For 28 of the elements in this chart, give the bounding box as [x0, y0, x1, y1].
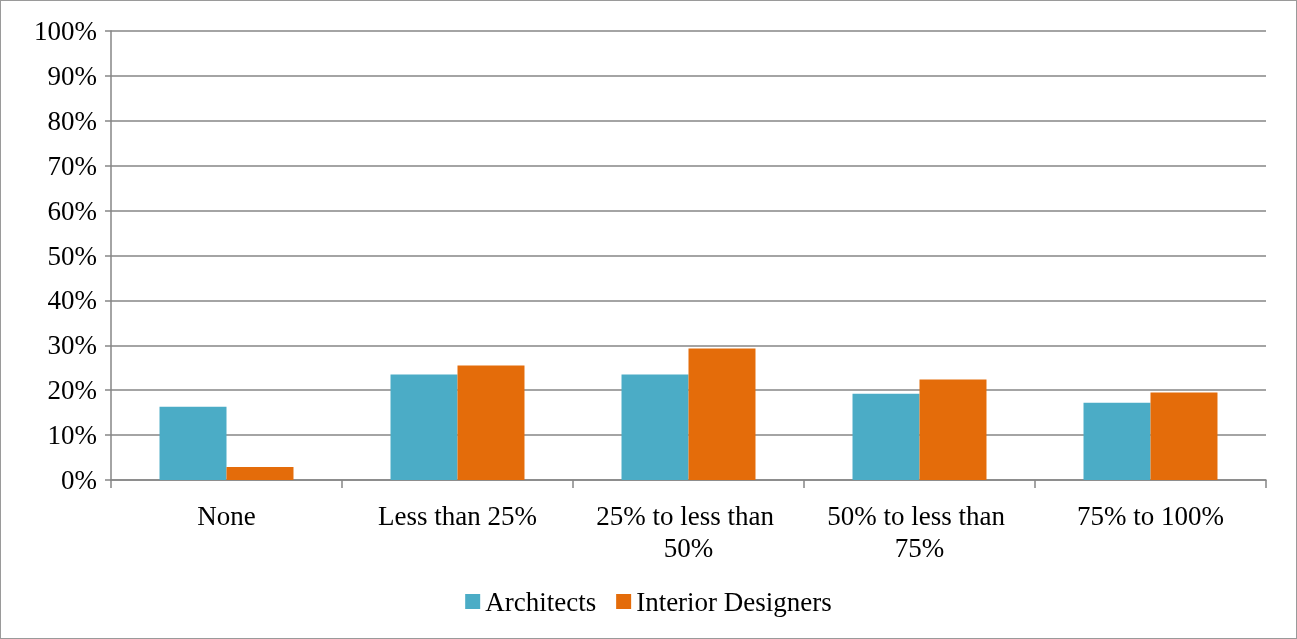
bar [852, 393, 920, 480]
y-tick-label: 100% [34, 16, 97, 46]
bar [688, 348, 756, 480]
x-tick-label: 75% to 100% [1077, 501, 1224, 531]
y-tick-label: 40% [47, 285, 97, 316]
y-tick-label: 50% [47, 240, 97, 271]
y-tick-label: 90% [47, 60, 97, 91]
bar [621, 374, 689, 480]
y-tick-label: 70% [47, 150, 97, 181]
legend-label: Interior Designers [636, 586, 832, 617]
y-tick-label: 30% [47, 330, 97, 361]
y-tick-label: 10% [47, 420, 97, 451]
bar [457, 365, 525, 480]
legend-label: Architects [485, 586, 597, 617]
x-tick-label: 25% to less than 50% [596, 501, 781, 563]
y-tick-label: 80% [47, 105, 97, 136]
y-tick-label: 0% [61, 465, 97, 495]
bar [226, 466, 294, 480]
bar [1150, 392, 1218, 480]
x-tick-label: Less than 25% [378, 501, 537, 531]
bar [390, 374, 458, 480]
x-tick-label: None [197, 501, 256, 531]
bar [159, 406, 227, 480]
bar [919, 379, 987, 480]
y-tick-label: 20% [47, 375, 97, 406]
y-tick-label: 60% [47, 195, 97, 226]
bar [1083, 402, 1151, 480]
x-tick-label: 50% to less than 75% [827, 501, 1012, 563]
